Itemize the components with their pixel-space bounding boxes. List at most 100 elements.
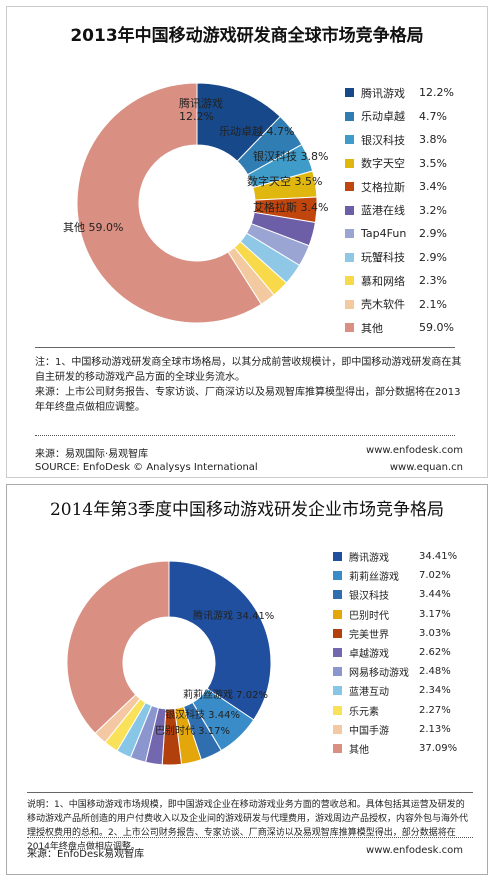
legend-value: 3.03%: [419, 627, 451, 639]
slice-label: 银汉科技 3.8%: [253, 149, 328, 163]
chart-title: 2014年第3季度中国移动游戏研发企业市场竞争格局: [49, 500, 445, 520]
source-url: www.enfodesk.com: [366, 445, 463, 456]
legend-item: 数字天空 3.5%: [345, 152, 454, 176]
legend-label: 腾讯游戏: [349, 553, 389, 565]
slice-label: 巴别时代 3.17%: [155, 725, 230, 737]
divider: [27, 792, 473, 793]
legend-label: 壳木软件: [361, 298, 405, 312]
legend-value: 34.41%: [419, 551, 458, 563]
legend-item: 卓越游戏 2.62%: [333, 643, 457, 662]
legend-label: 乐动卓越: [361, 110, 405, 124]
legend-2013: 腾讯游戏 12.2% 乐动卓越 4.7% 银汉科技 3.8% 数字天空 3.5% 艾格拉斯 3.4…: [345, 81, 454, 340]
chart-title: 2013年中国移动游戏研发商全球市场竞争格局: [70, 26, 424, 46]
legend-item: 腾讯游戏 12.2%: [345, 81, 454, 105]
slice-label: 银汉科技 3.44%: [165, 708, 240, 721]
legend-label: 玩蟹科技: [361, 251, 405, 265]
legend-item: 其他 59.0%: [345, 316, 454, 340]
legend-swatch: [333, 609, 342, 619]
legend-swatch: [333, 590, 342, 600]
legend-value: 3.44%: [419, 589, 451, 601]
legend-value: 37.09%: [419, 742, 458, 754]
note-line: 来源：上市公司财务报告、专家访谈、厂商深访以及易观智库推算模型得出，部分数据将在…: [35, 387, 461, 413]
legend-label: 慕和网络: [361, 274, 405, 288]
legend-label: 中国手游: [349, 725, 389, 737]
chart-notes: 说明：1、中国移动游戏市场规模，即中国游戏企业在移动游戏业务方面的营收总和。具体…: [27, 798, 473, 854]
legend-value: 3.2%: [419, 203, 447, 217]
slice-label: 其他 59.0%: [63, 221, 123, 234]
legend-label: 乐元素: [349, 706, 379, 718]
legend-item: 腾讯游戏 34.41%: [333, 547, 457, 566]
slice-label: 莉莉丝游戏 7.02%: [183, 688, 268, 701]
legend-item: 中国手游 2.13%: [333, 720, 457, 739]
legend-item: 蓝港在线 3.2%: [345, 199, 454, 223]
legend-label: 蓝港在线: [361, 204, 405, 218]
legend-label: 蓝港互动: [349, 687, 389, 699]
legend-item: 银汉科技 3.44%: [333, 585, 457, 604]
legend-value: 2.48%: [419, 666, 451, 678]
source-url-2: www.equan.cn: [389, 462, 463, 473]
legend-value: 3.4%: [419, 180, 447, 194]
source-url: www.enfodesk.com: [366, 845, 463, 856]
legend-swatch: [333, 648, 342, 658]
slice-label: 艾格拉斯 3.4%: [253, 200, 328, 214]
legend-item: 其他 37.09%: [333, 739, 457, 758]
legend-item: Tap4Fun 2.9%: [345, 222, 454, 246]
legend-label: 腾讯游戏: [361, 86, 405, 100]
source-cn: 来源：易观国际·易观智库: [35, 449, 149, 460]
legend-swatch: [333, 724, 342, 734]
legend-swatch: [345, 229, 354, 239]
legend-label: 银汉科技: [361, 133, 405, 147]
note-line: 说明：1、中国移动游戏市场规模，即中国游戏企业在移动游戏业务方面的营收总和。具体…: [27, 800, 469, 852]
legend-value: 59.0%: [419, 321, 454, 335]
legend-swatch: [345, 158, 354, 168]
legend-swatch: [345, 323, 354, 333]
legend-value: 7.02%: [419, 570, 451, 582]
source-en: SOURCE: EnfoDesk © Analysys Internationa…: [35, 462, 258, 473]
legend-value: 3.8%: [419, 133, 447, 147]
donut-chart-2013: 腾讯游戏 12.2%乐动卓越 4.7% 银汉科技 3.8% 数字天空 3.5% 艾格拉斯…: [63, 82, 328, 324]
legend-swatch: [345, 111, 354, 121]
legend-swatch: [333, 628, 342, 638]
legend-label: 其他: [361, 321, 383, 335]
legend-item: 蓝港互动 2.34%: [333, 681, 457, 700]
legend-swatch: [345, 252, 354, 262]
legend-value: 2.27%: [419, 704, 451, 716]
slice-label: 腾讯游戏 12.2%: [179, 96, 223, 123]
legend-swatch: [345, 135, 354, 145]
legend-label: 巴别时代: [349, 610, 389, 622]
legend-swatch: [345, 182, 354, 192]
donut-chart-2014q3: 腾讯游戏 34.41% 莉莉丝游戏 7.02% 银汉科技 3.44% 巴别时代 3.1…: [66, 560, 274, 766]
slice-label: 腾讯游戏 34.41%: [193, 609, 274, 622]
legend-value: 2.1%: [419, 297, 447, 311]
legend-item: 巴别时代 3.17%: [333, 605, 457, 624]
slice-label: 乐动卓越 4.7%: [219, 124, 294, 138]
legend-item: 艾格拉斯 3.4%: [345, 175, 454, 199]
legend-value: 12.2%: [419, 86, 454, 100]
legend-swatch: [333, 686, 342, 696]
note-line: 注：1、中国移动游戏研发商全球市场格局，以其分成前营收规模计，即中国移动游戏研发…: [35, 357, 462, 383]
legend-swatch: [345, 299, 354, 309]
legend-swatch: [345, 88, 354, 98]
legend-value: 3.5%: [419, 156, 447, 170]
slice-label: 数字天空 3.5%: [247, 174, 322, 188]
chart-panel-2013: 2013年中国移动游戏研发商全球市场竞争格局 腾讯游戏 12.2% 乐动卓越 4.7…: [6, 6, 488, 478]
legend-label: 完美世界: [349, 629, 389, 641]
legend-item: 网易移动游戏 2.48%: [333, 662, 457, 681]
donut-slice: [76, 82, 262, 324]
legend-value: 2.34%: [419, 685, 451, 697]
legend-label: 数字天空: [361, 157, 405, 171]
legend-swatch: [333, 667, 342, 677]
source-cn: 来源：EnfoDesk易观智库: [27, 849, 145, 860]
legend-label: 其他: [349, 744, 369, 756]
legend-value: 2.3%: [419, 274, 447, 288]
legend-item: 银汉科技 3.8%: [345, 128, 454, 152]
legend-item: 完美世界 3.03%: [333, 624, 457, 643]
legend-value: 2.62%: [419, 647, 451, 659]
donut-slice: [66, 560, 170, 734]
legend-item: 壳木软件 2.1%: [345, 293, 454, 317]
legend-label: 银汉科技: [349, 591, 389, 603]
legend-label: 卓越游戏: [349, 649, 389, 661]
legend-value: 2.9%: [419, 227, 447, 241]
legend-swatch: [345, 205, 354, 215]
divider: [27, 837, 473, 838]
